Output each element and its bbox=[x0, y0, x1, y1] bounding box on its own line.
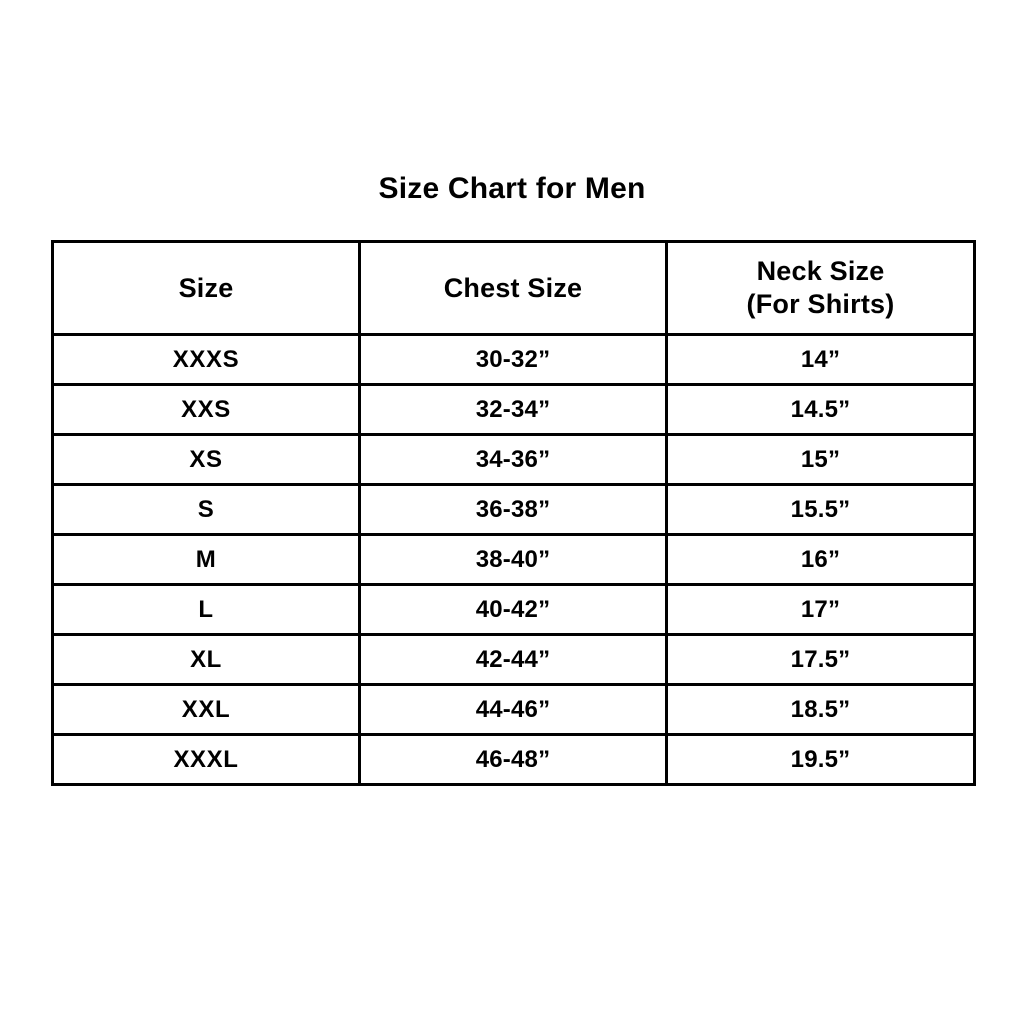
table-row: M 38-40” 16” bbox=[51, 533, 976, 586]
cell-neck-size: 17.5” bbox=[665, 633, 976, 686]
table-row: XXXL 46-48” 19.5” bbox=[51, 733, 976, 786]
table-row: XXXS 30-32” 14” bbox=[51, 333, 976, 386]
column-header-size-label: Size bbox=[178, 272, 234, 303]
cell-chest-size: 46-48” bbox=[358, 733, 668, 786]
cell-chest-size: 38-40” bbox=[358, 533, 668, 586]
size-chart-table: Size Chest Size Neck Size (For Shirts) X… bbox=[51, 240, 976, 786]
cell-chest-size: 34-36” bbox=[358, 433, 668, 486]
cell-neck-size: 16” bbox=[665, 533, 976, 586]
table-row: XS 34-36” 15” bbox=[51, 433, 976, 486]
column-header-neck-size-sublabel: (For Shirts) bbox=[746, 289, 895, 319]
column-header-size: Size bbox=[51, 240, 361, 336]
column-header-neck-size: Neck Size (For Shirts) bbox=[665, 240, 976, 336]
cell-neck-size: 19.5” bbox=[665, 733, 976, 786]
cell-neck-size: 18.5” bbox=[665, 683, 976, 736]
cell-chest-size: 42-44” bbox=[358, 633, 668, 686]
column-header-neck-size-label: Neck Size bbox=[756, 256, 885, 286]
table-row: XXL 44-46” 18.5” bbox=[51, 683, 976, 736]
cell-size: XS bbox=[51, 433, 361, 486]
page-title: Size Chart for Men bbox=[378, 172, 646, 205]
cell-neck-size: 14” bbox=[665, 333, 976, 386]
cell-size: L bbox=[51, 583, 361, 636]
cell-neck-size: 15” bbox=[665, 433, 976, 486]
cell-size: XXXS bbox=[51, 333, 361, 386]
table-row: XXS 32-34” 14.5” bbox=[51, 383, 976, 436]
cell-size: S bbox=[51, 483, 361, 536]
cell-size: M bbox=[51, 533, 361, 586]
cell-chest-size: 36-38” bbox=[358, 483, 668, 536]
cell-neck-size: 17” bbox=[665, 583, 976, 636]
cell-size: XXS bbox=[51, 383, 361, 436]
cell-chest-size: 40-42” bbox=[358, 583, 668, 636]
size-table-container: Size Chest Size Neck Size (For Shirts) X… bbox=[51, 240, 976, 786]
table-row: XL 42-44” 17.5” bbox=[51, 633, 976, 686]
cell-neck-size: 14.5” bbox=[665, 383, 976, 436]
cell-size: XXL bbox=[51, 683, 361, 736]
column-header-chest-size: Chest Size bbox=[358, 240, 668, 336]
header-row: Size Chest Size Neck Size (For Shirts) bbox=[51, 240, 976, 336]
table-body: XXXS 30-32” 14” XXS 32-34” 14.5” XS 34-3… bbox=[51, 333, 976, 786]
cell-chest-size: 44-46” bbox=[358, 683, 668, 736]
cell-size: XXXL bbox=[51, 733, 361, 786]
table-row: S 36-38” 15.5” bbox=[51, 483, 976, 536]
cell-chest-size: 32-34” bbox=[358, 383, 668, 436]
cell-chest-size: 30-32” bbox=[358, 333, 668, 386]
column-header-chest-size-label: Chest Size bbox=[443, 272, 583, 303]
cell-neck-size: 15.5” bbox=[665, 483, 976, 536]
table-row: L 40-42” 17” bbox=[51, 583, 976, 636]
table-header: Size Chest Size Neck Size (For Shirts) bbox=[51, 240, 976, 336]
cell-size: XL bbox=[51, 633, 361, 686]
